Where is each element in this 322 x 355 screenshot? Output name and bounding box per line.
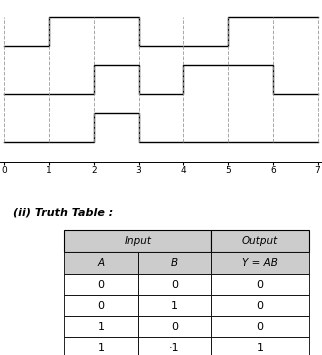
Text: 1: 1 bbox=[171, 301, 178, 311]
Text: ·1: ·1 bbox=[169, 343, 180, 353]
Text: A: A bbox=[98, 258, 105, 268]
Bar bbox=[64, 316, 138, 337]
Bar bbox=[211, 252, 309, 274]
Text: B: B bbox=[171, 258, 178, 268]
Bar bbox=[211, 295, 309, 316]
Bar bbox=[138, 274, 211, 295]
Text: 0: 0 bbox=[171, 322, 178, 332]
Text: 0: 0 bbox=[257, 280, 264, 290]
Text: 0: 0 bbox=[257, 301, 264, 311]
Text: 1: 1 bbox=[98, 322, 105, 332]
Text: 0: 0 bbox=[257, 322, 264, 332]
Text: Y = AB: Y = AB bbox=[242, 258, 278, 268]
Text: 0: 0 bbox=[98, 280, 105, 290]
Text: 1: 1 bbox=[98, 343, 105, 353]
Bar bbox=[138, 295, 211, 316]
Text: Output: Output bbox=[242, 236, 278, 246]
Bar bbox=[138, 252, 211, 274]
Text: (ii) Truth Table :: (ii) Truth Table : bbox=[13, 208, 113, 218]
Bar bbox=[138, 316, 211, 337]
Bar bbox=[64, 230, 211, 252]
Text: 0: 0 bbox=[171, 280, 178, 290]
Bar bbox=[138, 337, 211, 355]
Text: 0: 0 bbox=[98, 301, 105, 311]
Bar bbox=[64, 295, 138, 316]
Bar bbox=[64, 337, 138, 355]
Bar bbox=[64, 274, 138, 295]
Bar bbox=[64, 252, 138, 274]
Bar bbox=[211, 337, 309, 355]
Bar bbox=[211, 274, 309, 295]
Text: 1: 1 bbox=[257, 343, 264, 353]
Bar bbox=[211, 316, 309, 337]
Bar bbox=[211, 230, 309, 252]
Text: Input: Input bbox=[124, 236, 151, 246]
